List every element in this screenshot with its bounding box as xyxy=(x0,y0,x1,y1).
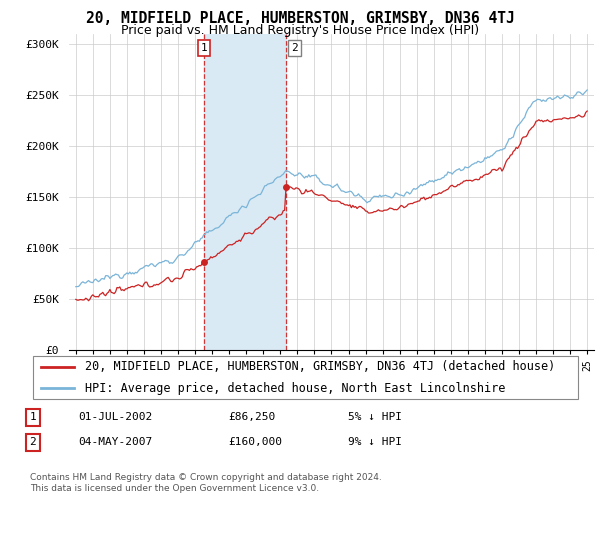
FancyBboxPatch shape xyxy=(33,356,578,399)
Text: HPI: Average price, detached house, North East Lincolnshire: HPI: Average price, detached house, Nort… xyxy=(85,381,506,394)
Text: Price paid vs. HM Land Registry's House Price Index (HPI): Price paid vs. HM Land Registry's House … xyxy=(121,24,479,36)
Text: 1: 1 xyxy=(29,412,37,422)
Text: 04-MAY-2007: 04-MAY-2007 xyxy=(78,437,152,447)
Bar xyxy=(203,34,286,350)
Text: 2: 2 xyxy=(29,437,37,447)
Text: 20, MIDFIELD PLACE, HUMBERSTON, GRIMSBY, DN36 4TJ: 20, MIDFIELD PLACE, HUMBERSTON, GRIMSBY,… xyxy=(86,11,514,26)
Text: 5% ↓ HPI: 5% ↓ HPI xyxy=(348,412,402,422)
Text: £160,000: £160,000 xyxy=(228,437,282,447)
Text: 2: 2 xyxy=(291,43,298,53)
Text: £86,250: £86,250 xyxy=(228,412,275,422)
Text: 01-JUL-2002: 01-JUL-2002 xyxy=(78,412,152,422)
Text: Contains HM Land Registry data © Crown copyright and database right 2024.
This d: Contains HM Land Registry data © Crown c… xyxy=(30,473,382,493)
Text: 9% ↓ HPI: 9% ↓ HPI xyxy=(348,437,402,447)
Text: 1: 1 xyxy=(200,43,207,53)
Text: 20, MIDFIELD PLACE, HUMBERSTON, GRIMSBY, DN36 4TJ (detached house): 20, MIDFIELD PLACE, HUMBERSTON, GRIMSBY,… xyxy=(85,361,556,374)
